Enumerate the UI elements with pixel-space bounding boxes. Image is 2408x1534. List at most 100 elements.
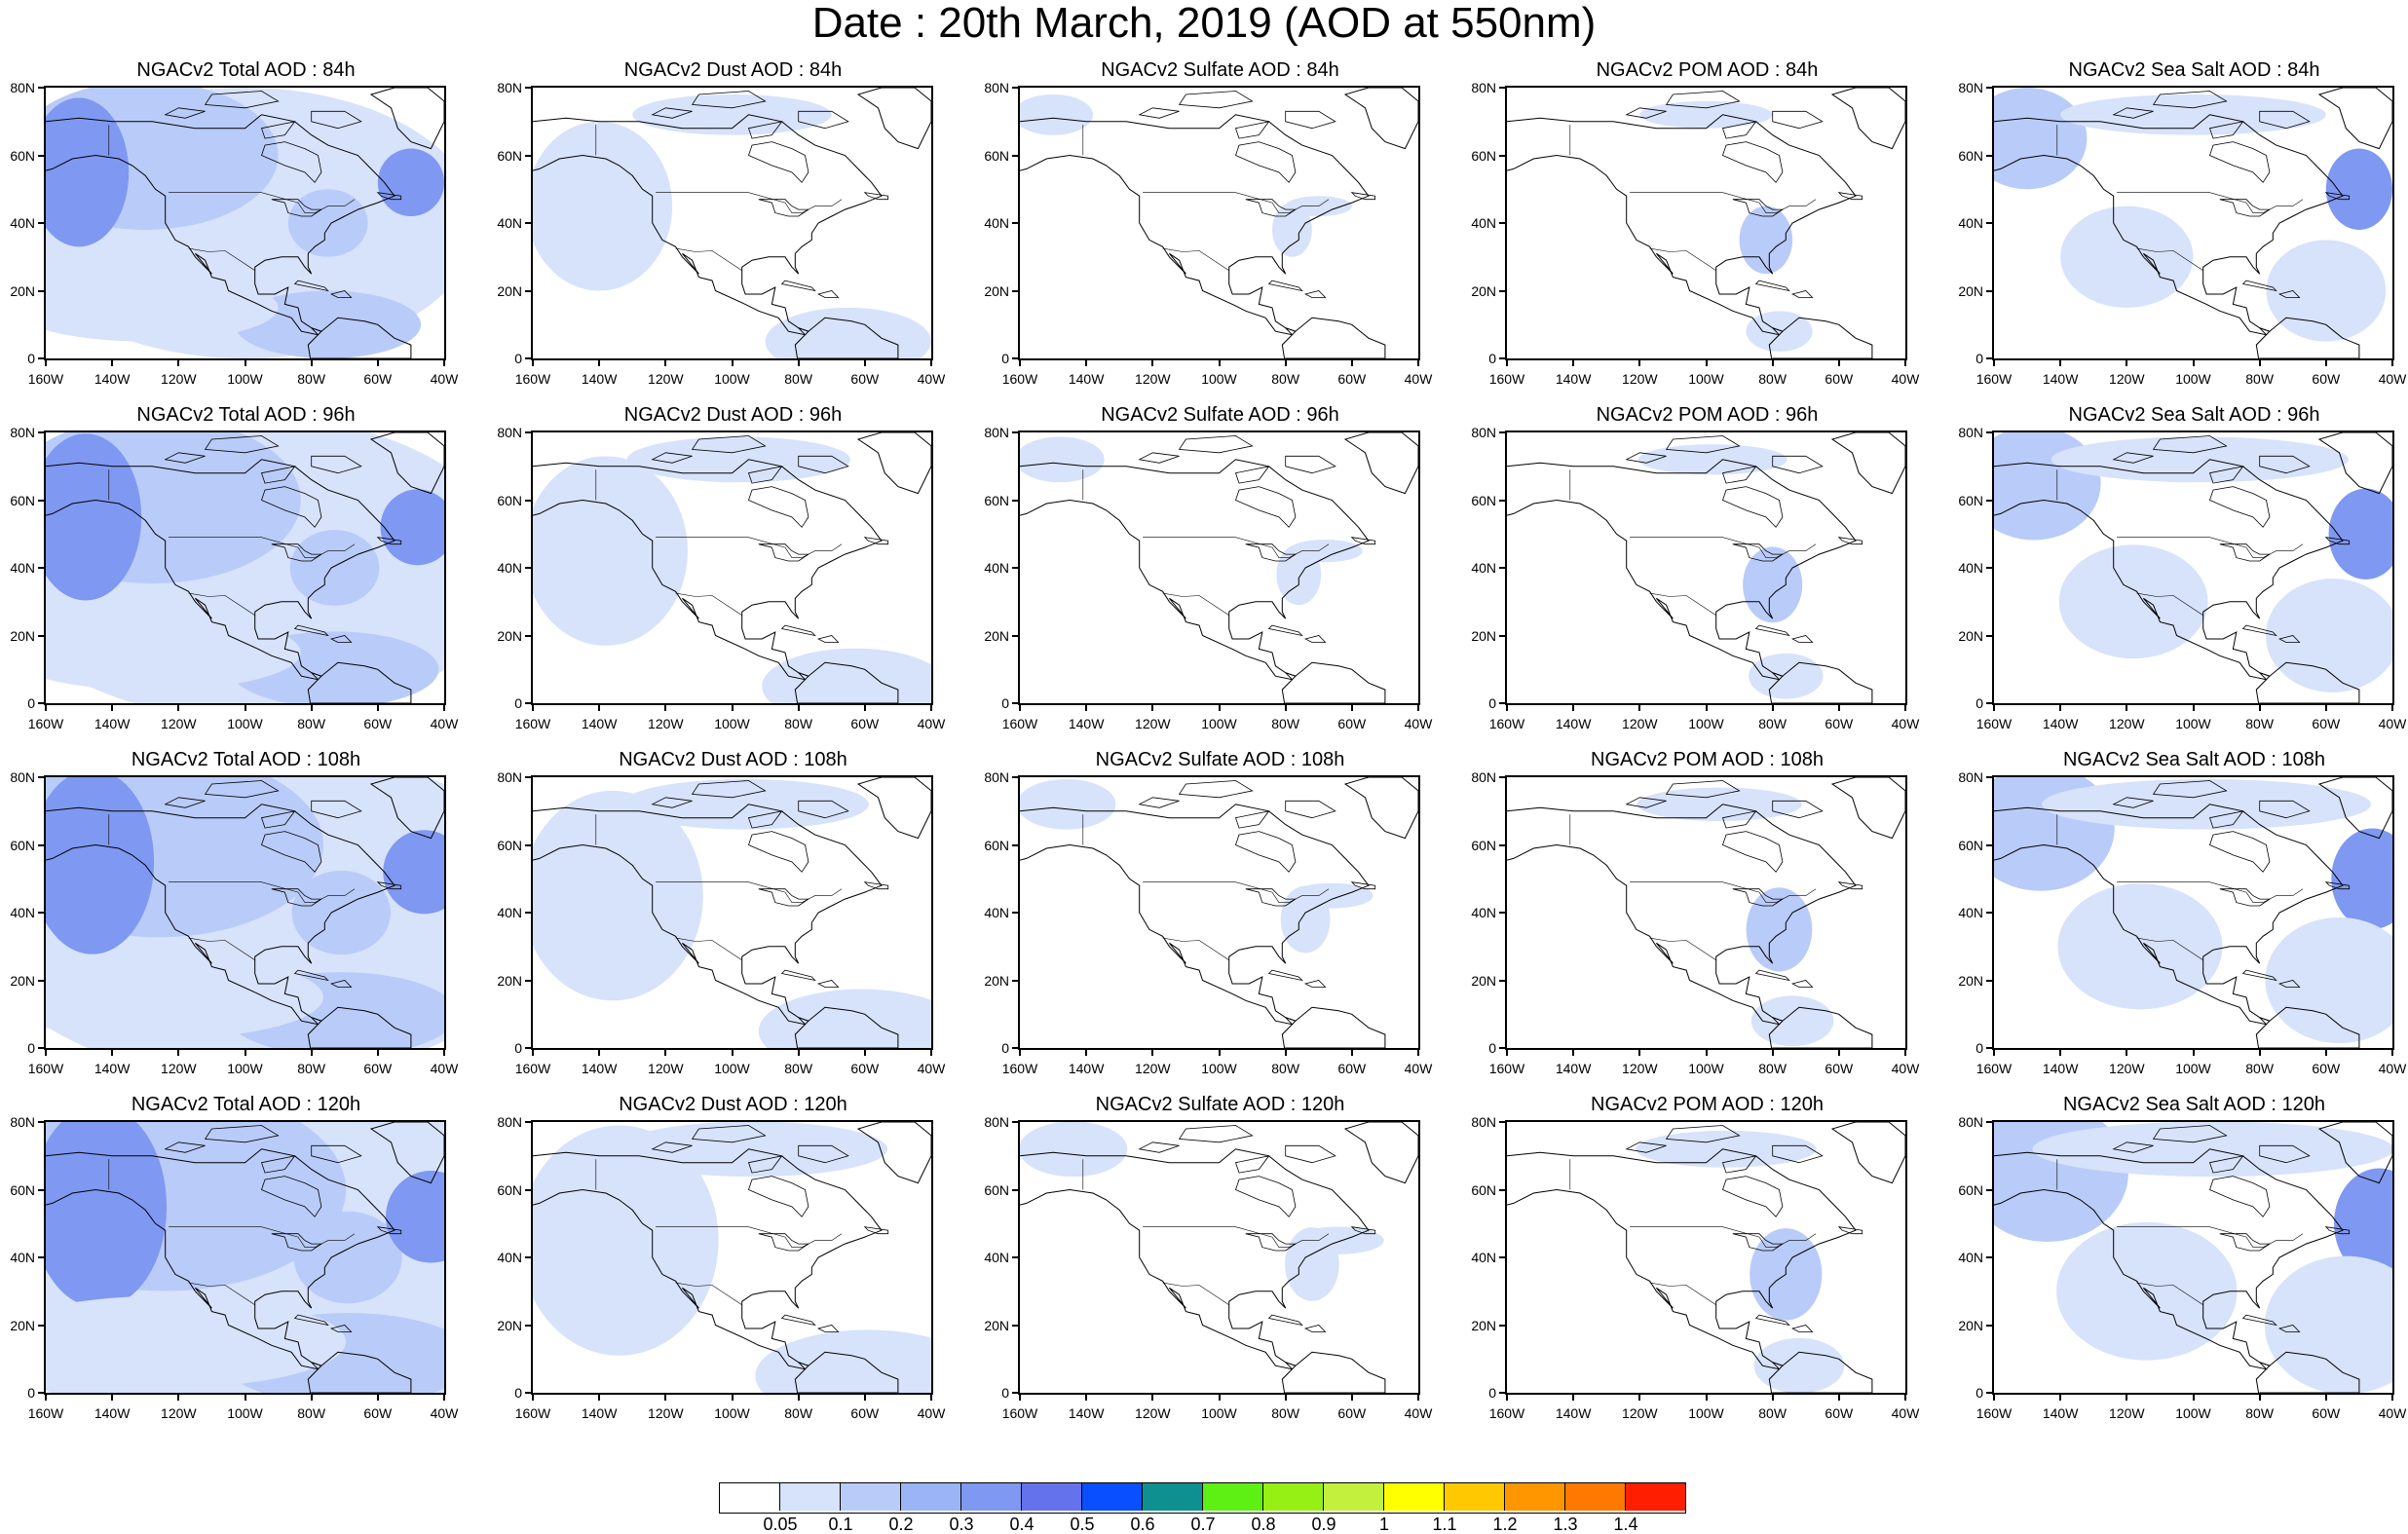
coastline bbox=[798, 800, 849, 819]
lat-tick-mark bbox=[1012, 702, 1018, 704]
lat-tick-label: 40N bbox=[1471, 1250, 1496, 1265]
coastline bbox=[329, 635, 353, 643]
lat-tick-label: 40N bbox=[1958, 1250, 1983, 1265]
coastline bbox=[1732, 543, 1785, 562]
lon-tick-mark bbox=[930, 1395, 932, 1401]
lat-tick-label: 60N bbox=[984, 1181, 1009, 1198]
lon-tick-label: 80W bbox=[784, 371, 813, 387]
panel-title: NGACv2 Total AOD : 96h bbox=[136, 404, 356, 426]
aerosol-plume bbox=[46, 777, 155, 954]
coastline bbox=[1507, 459, 1857, 681]
lat-tick-mark bbox=[1012, 1324, 1018, 1327]
lon-tick-label: 40W bbox=[917, 371, 946, 387]
lon-tick-label: 80W bbox=[2245, 1405, 2275, 1421]
lat-tick-mark bbox=[525, 87, 531, 89]
coastline bbox=[376, 537, 402, 545]
coastline bbox=[1768, 317, 1873, 358]
lat-tick-label: 20N bbox=[1958, 627, 1983, 644]
lon-tick-label: 140W bbox=[94, 1061, 131, 1076]
lon-tick-mark bbox=[1771, 705, 1774, 711]
colorbar-swatch bbox=[1565, 1483, 1626, 1511]
lon-tick-mark bbox=[1993, 705, 1995, 711]
lat-tick-mark bbox=[525, 912, 531, 914]
coastline bbox=[1285, 110, 1336, 130]
coastline bbox=[1754, 969, 1790, 982]
lon-tick-label: 40W bbox=[1404, 371, 1433, 387]
lon-tick-mark bbox=[731, 705, 734, 711]
lat-tick-mark bbox=[1012, 912, 1018, 914]
lon-tick-label: 100W bbox=[2175, 1405, 2211, 1421]
lat-tick-label: 0 bbox=[27, 351, 35, 366]
lat-tick-label: 60N bbox=[1958, 837, 1983, 853]
coastline bbox=[329, 980, 353, 988]
map-panel: NGACv2 POM AOD : 96h 80N 60N 40N 20N 0 160W 140… bbox=[1461, 405, 1948, 750]
coastline bbox=[307, 1351, 412, 1393]
aerosol-plume bbox=[2266, 240, 2387, 342]
lat-tick-label: 60N bbox=[1958, 492, 1983, 508]
coastline bbox=[2317, 777, 2392, 840]
lon-tick-label: 120W bbox=[648, 716, 684, 731]
lat-tick-mark bbox=[1012, 1188, 1018, 1191]
lat-tick-label: 20N bbox=[1958, 972, 1983, 989]
lat-tick-mark bbox=[1012, 776, 1018, 778]
lon-tick-label: 80W bbox=[1271, 371, 1300, 387]
country-border bbox=[2136, 1282, 2203, 1305]
aerosol-plume bbox=[2060, 94, 2326, 135]
lat-tick-mark bbox=[1499, 1047, 1505, 1049]
coastline bbox=[758, 1233, 810, 1252]
lat-tick-label: 0 bbox=[1975, 1385, 1983, 1401]
lon-tick-mark bbox=[1506, 360, 1508, 366]
coastline bbox=[2219, 1233, 2272, 1252]
lon-tick-label: 120W bbox=[2109, 1405, 2145, 1421]
lon-tick-mark bbox=[2126, 1050, 2128, 1056]
colorbar-label: 0.3 bbox=[949, 1515, 974, 1534]
lat-tick-mark bbox=[525, 154, 531, 157]
lon-tick-label: 60W bbox=[850, 1061, 880, 1076]
lat-tick-mark bbox=[525, 979, 531, 982]
coastline bbox=[758, 199, 810, 217]
lon-tick-label: 60W bbox=[850, 716, 880, 731]
coastline bbox=[1281, 1006, 1386, 1048]
coastline bbox=[2324, 192, 2351, 201]
lat-tick-label: 80N bbox=[1471, 80, 1496, 95]
coastline bbox=[816, 290, 840, 298]
lat-tick-label: 20N bbox=[984, 627, 1009, 644]
coastline bbox=[2277, 290, 2301, 298]
map-panel: NGACv2 Dust AOD : 96h 80N 60N 40N 20N 0 160W 14… bbox=[487, 405, 974, 750]
coastline bbox=[780, 624, 816, 637]
coastline bbox=[1020, 804, 1370, 1026]
lon-tick-label: 120W bbox=[161, 371, 197, 387]
lon-tick-mark bbox=[1019, 705, 1021, 711]
lon-tick-label: 120W bbox=[1135, 371, 1171, 387]
lon-tick-label: 60W bbox=[363, 716, 393, 731]
coastline bbox=[651, 797, 693, 808]
lat-tick-mark bbox=[1499, 357, 1505, 359]
lon-tick-mark bbox=[376, 1395, 379, 1401]
aerosol-plume bbox=[46, 954, 323, 1039]
lon-tick-label: 60W bbox=[363, 1061, 393, 1076]
coastline bbox=[1235, 141, 1297, 183]
aerosol-plume bbox=[1746, 887, 1813, 972]
coastline bbox=[1768, 661, 1873, 703]
lon-tick-mark bbox=[2192, 1395, 2195, 1401]
map-frame bbox=[531, 775, 933, 1050]
lon-tick-label: 160W bbox=[1975, 716, 2013, 731]
lon-tick-mark bbox=[797, 705, 800, 711]
lat-tick-mark bbox=[38, 979, 44, 982]
lon-tick-mark bbox=[731, 360, 734, 366]
lon-tick-label: 140W bbox=[581, 371, 618, 387]
aod-map bbox=[1020, 1122, 1418, 1393]
coastline bbox=[2324, 537, 2351, 545]
lon-tick-mark bbox=[1993, 1050, 1995, 1056]
coastline bbox=[1721, 1155, 1757, 1174]
coastline bbox=[1303, 980, 1327, 988]
coastline bbox=[2241, 969, 2277, 982]
lat-tick-label: 60N bbox=[984, 492, 1009, 508]
lat-tick-label: 20N bbox=[1958, 282, 1983, 299]
colorbar-label: 1.3 bbox=[1553, 1515, 1578, 1534]
lon-tick-mark bbox=[2391, 705, 2393, 711]
panel-title: NGACv2 Sulfate AOD : 120h bbox=[1095, 1094, 1345, 1115]
lon-tick-label: 160W bbox=[27, 716, 64, 731]
lat-tick-mark bbox=[1012, 567, 1018, 569]
coastline bbox=[1245, 543, 1298, 562]
